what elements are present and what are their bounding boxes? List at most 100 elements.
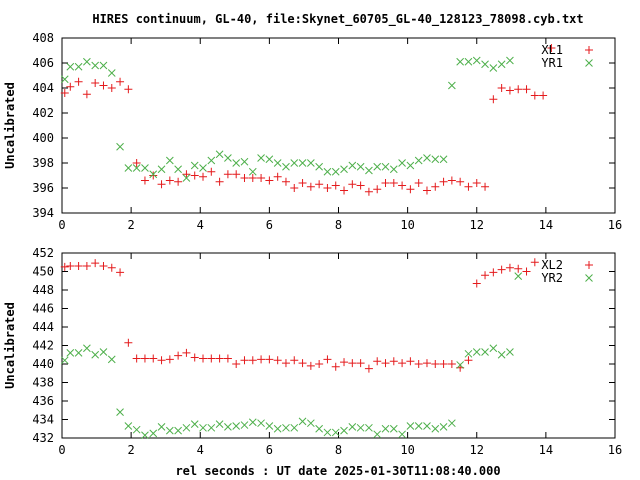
data-point-yr2 [340,426,348,435]
data-point-xl1 [74,77,83,86]
data-point-yr2 [132,425,141,434]
data-point-xl1 [547,44,556,52]
data-point-xl1 [530,91,539,100]
data-point-xl1 [107,84,116,92]
data-point-yr1 [60,75,69,84]
data-point-yr1 [448,81,456,90]
data-point-yr1 [215,150,224,159]
data-point-xl2 [348,359,357,368]
data-point-yr2 [141,431,149,440]
data-point-xl2 [331,362,340,371]
data-point-xl2 [165,355,174,364]
x-tick-label: 0 [58,218,65,232]
data-point-xl2 [273,356,282,365]
data-point-yr2 [232,422,241,430]
data-point-yr1 [340,165,348,174]
data-point-yr1 [240,157,249,166]
data-point-yr2 [149,429,158,438]
x-tick-label: 8 [335,218,342,232]
data-point-yr1 [182,174,191,182]
data-point-xl1 [464,182,473,191]
data-point-yr1 [406,161,415,170]
data-point-yr1 [323,167,332,176]
data-point-xl1 [422,186,431,195]
data-point-xl2 [422,359,431,368]
legend-marker [585,274,593,282]
y-tick-label: 450 [32,265,54,279]
data-point-yr1 [282,162,290,171]
data-point-yr2 [381,424,390,433]
data-point-xl2 [522,267,531,276]
data-point-xl1 [165,176,174,185]
data-point-xl2 [373,357,382,366]
y-tick-label: 400 [32,131,54,145]
data-point-xl1 [281,177,290,186]
data-point-xl1 [348,180,357,189]
data-point-xl1 [364,187,373,196]
data-point-yr2 [74,349,83,357]
data-point-yr2 [423,422,431,430]
data-point-xl1 [232,170,241,179]
data-point-xl1 [447,176,456,185]
data-point-xl2 [472,279,481,288]
data-point-xl2 [99,261,108,270]
data-point-xl1 [406,185,415,194]
data-point-xl1 [132,159,141,167]
data-point-xl2 [447,360,456,368]
data-point-xl1 [223,170,232,179]
data-point-xl2 [199,354,208,363]
data-point-yr1 [273,159,282,167]
data-point-xl2 [232,360,241,368]
data-point-yr1 [506,56,514,65]
data-point-yr1 [107,69,116,77]
data-point-xl1 [398,181,407,190]
data-point-xl1 [439,177,448,186]
x-tick-label: 10 [400,218,414,232]
data-point-yr2 [282,423,290,432]
data-point-xl1 [539,91,548,100]
data-point-yr1 [464,57,473,66]
data-point-xl1 [373,185,382,194]
data-point-yr1 [74,62,83,71]
data-point-yr1 [124,164,133,172]
data-point-xl1 [381,179,390,187]
plot-frame [61,37,616,214]
data-point-xl2 [157,356,166,365]
data-point-xl2 [389,357,398,366]
data-point-xl1 [481,182,490,191]
data-point-xl2 [174,351,183,360]
data-point-xl2 [323,355,332,364]
data-point-xl2 [464,356,473,365]
data-point-yr2 [431,424,440,433]
data-point-yr1 [149,170,158,179]
data-point-xl1 [522,85,531,94]
data-point-yr1 [423,154,431,162]
data-point-yr2 [66,349,75,357]
data-point-yr2 [472,348,481,356]
data-point-yr2 [240,421,249,429]
data-point-yr1 [381,162,390,171]
legend-label: YR2 [541,271,563,285]
data-point-yr2 [83,344,91,353]
data-point-xl1 [273,172,282,181]
data-point-yr2 [497,350,506,359]
data-point-yr2 [456,361,465,369]
plot-frame [61,252,616,439]
legend-label: YR1 [541,56,563,70]
data-point-xl1 [116,77,125,86]
x-tick-label: 16 [608,443,622,457]
x-tick-label: 4 [197,443,204,457]
x-tick-label: 12 [470,218,484,232]
data-point-yr2 [356,423,365,432]
y-axis-label: Uncalibrated [3,82,17,169]
data-point-xl2 [190,353,199,362]
data-point-yr1 [232,159,241,167]
data-point-yr1 [306,159,315,167]
data-point-xl2 [215,354,224,363]
y-tick-label: 444 [32,320,54,334]
y-tick-label: 446 [32,302,54,316]
x-axis-label: rel seconds : UT date 2025-01-30T11:08:4… [175,464,500,478]
data-point-yr1 [116,142,124,151]
data-point-yr1 [174,165,182,174]
